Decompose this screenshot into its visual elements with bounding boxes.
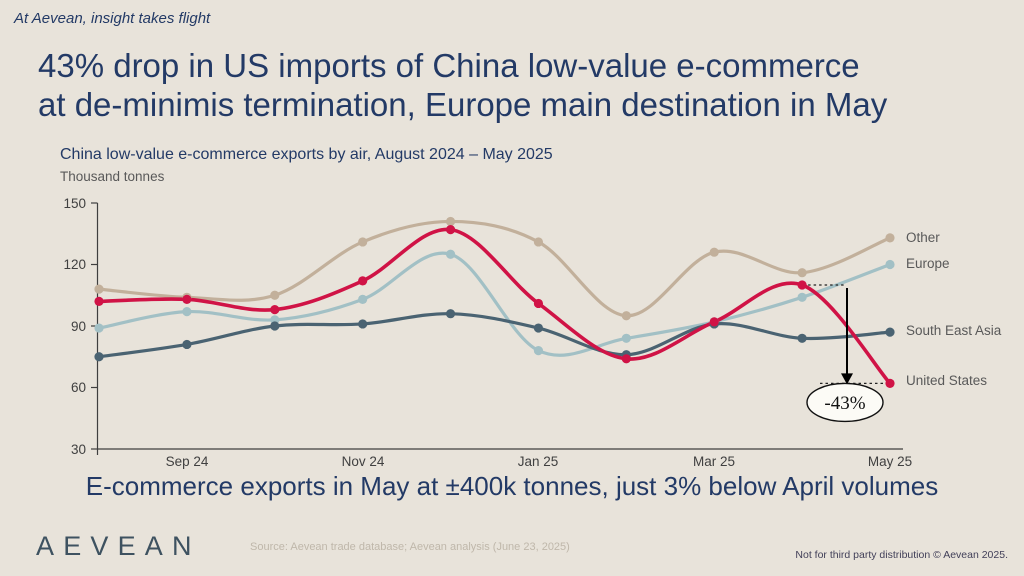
x-tick-label: Mar 25 (692, 454, 736, 469)
line-europe (97, 251, 892, 357)
y-tick-label: 90 (70, 319, 86, 334)
x-tick-label: May 25 (867, 454, 913, 469)
legend-label-south-east-asia: South East Asia (906, 323, 1002, 338)
y-tick-label: 30 (70, 442, 86, 457)
x-tick-label: Nov 24 (341, 454, 385, 469)
slide-title: 43% drop in US imports of China low-valu… (38, 46, 887, 124)
line-chart: -43% (91, 202, 903, 455)
x-tick-label: Sep 24 (165, 454, 209, 469)
slide-title-line-2: at de-minimis termination, Europe main d… (38, 86, 888, 123)
aevean-logo: AEVEAN (36, 531, 201, 561)
legend-label-europe: Europe (906, 256, 950, 271)
chart-axes (91, 202, 903, 455)
y-tick-label: 120 (63, 257, 86, 272)
line-south-east-asia (97, 312, 892, 359)
line-other (97, 219, 892, 318)
y-tick-label: 60 (70, 380, 86, 395)
distribution-note: Not for third party distribution © Aevea… (795, 549, 1008, 561)
x-tick-label: Jan 25 (517, 454, 559, 469)
series-markers (94, 216, 895, 388)
slide-title-line-1: 43% drop in US imports of China low-valu… (38, 47, 860, 84)
legend-label-other: Other (906, 230, 940, 245)
slide-kicker: At Aevean, insight takes flight (14, 10, 211, 27)
drop-annotation: -43% (806, 284, 884, 423)
series-lines (97, 219, 892, 386)
chart-title: China low-value e-commerce exports by ai… (60, 146, 553, 163)
line-united-states (97, 227, 892, 386)
source-note: Source: Aevean trade database; Aevean an… (250, 541, 570, 553)
y-tick-label: 150 (63, 196, 86, 211)
drop-annotation-label: -43% (824, 393, 865, 414)
legend-label-united-states: United States (906, 373, 988, 388)
key-takeaway-statement: E-commerce exports in May at ±400k tonne… (85, 471, 939, 501)
chart-units-label: Thousand tonnes (60, 169, 165, 184)
